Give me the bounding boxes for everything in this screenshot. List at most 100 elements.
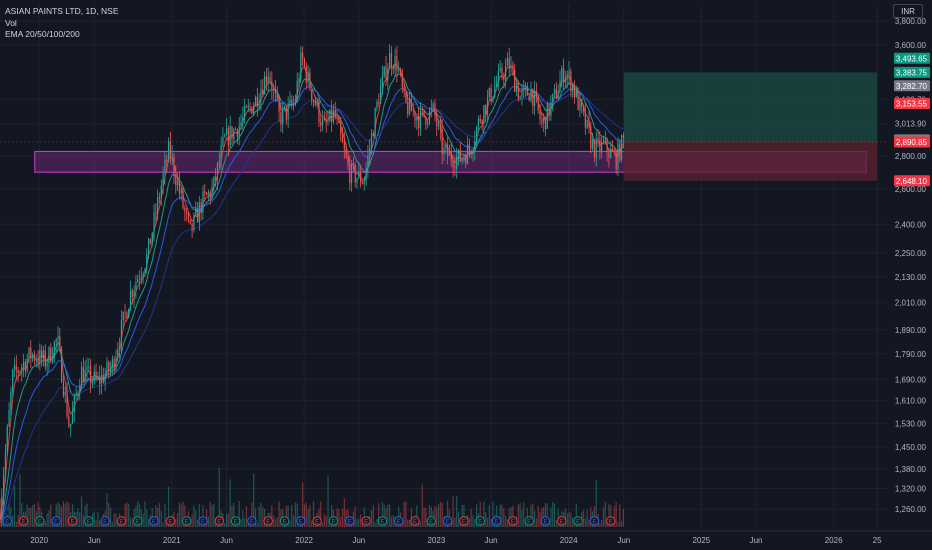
candle-body	[323, 118, 325, 121]
candle-body	[497, 70, 499, 83]
candle-body	[367, 154, 369, 168]
candle-body	[499, 67, 501, 71]
candle-body	[468, 144, 470, 151]
event-marker	[116, 516, 127, 526]
volume-bar	[340, 517, 342, 527]
candle-body	[245, 106, 248, 108]
volume-bar	[80, 496, 83, 527]
volume-bar	[604, 501, 606, 527]
price-tick-label: 1,610.00	[895, 397, 927, 406]
candle-body	[8, 409, 10, 427]
candle-body	[260, 89, 262, 102]
time-tick-label: 2025	[692, 536, 710, 545]
candle-body	[490, 87, 492, 102]
candle-body	[347, 156, 349, 166]
ema-legend[interactable]: EMA 20/50/100/200	[5, 29, 80, 39]
candle-body	[222, 136, 224, 146]
candle-body	[581, 99, 583, 107]
candle-body	[175, 175, 177, 186]
candle-body	[282, 108, 284, 125]
volume-bar	[381, 501, 383, 527]
volume-legend[interactable]: Vol	[5, 17, 17, 28]
price-tick-label: 1,530.00	[895, 419, 927, 428]
volume-bar	[178, 502, 181, 527]
volume-bar	[133, 508, 135, 527]
volume-bar	[421, 484, 423, 527]
volume-bar	[619, 504, 621, 527]
candle-body	[178, 181, 181, 194]
event-marker-label: E	[152, 520, 156, 526]
candle-body	[166, 160, 168, 162]
long-position-tool[interactable]	[0, 72, 888, 181]
time-axis[interactable]: 2020 Jun 2021 Jun 2022 Jun 2023 Jun 2024 Jun 2025 J…	[0, 530, 932, 545]
candle-body	[365, 167, 367, 182]
candle-body	[327, 121, 329, 123]
event-marker	[100, 516, 110, 526]
candle-body	[358, 171, 360, 179]
volume-bar	[428, 505, 431, 527]
candle-body	[613, 151, 615, 153]
volume-bar	[15, 521, 17, 527]
candle-body	[138, 279, 141, 280]
candle-body	[428, 109, 431, 123]
event-marker-label: E	[38, 520, 42, 526]
event-marker	[279, 516, 290, 526]
candle-body	[82, 367, 84, 382]
candle-body	[389, 52, 391, 69]
time-tick-label: Jun	[485, 536, 498, 545]
candle-body	[171, 155, 173, 157]
volume-bar	[370, 510, 373, 527]
candle-body	[117, 349, 119, 358]
volume-bar	[302, 482, 304, 527]
volume-bar	[590, 507, 592, 527]
candle-body	[167, 141, 170, 162]
event-marker-label: E	[511, 520, 515, 526]
candle-body	[32, 354, 34, 358]
price-axis[interactable]: 3,800.003,600.003,183.703,013.902,800.00…	[894, 17, 930, 514]
candle-body	[534, 90, 536, 106]
volume-bar	[341, 508, 344, 527]
candle-body	[48, 347, 50, 363]
candle-body	[437, 124, 440, 127]
volume-bar	[523, 502, 525, 527]
candle-body	[340, 122, 342, 135]
currency-button[interactable]: INR	[893, 4, 923, 18]
event-marker	[524, 516, 534, 526]
candle-body	[133, 290, 135, 297]
candle-body	[546, 103, 548, 130]
candle-body	[443, 148, 445, 154]
candle-body	[385, 66, 387, 81]
candle-body	[258, 101, 260, 107]
price-label-box	[894, 66, 930, 78]
symbol-title[interactable]: ASIAN PAINTS LTD, 1D, NSE	[5, 6, 119, 16]
volume-bar	[155, 504, 157, 527]
candle-body	[376, 101, 378, 109]
volume-bar	[383, 504, 385, 527]
volume-bar	[46, 513, 48, 527]
volume-bar	[193, 505, 195, 527]
volume-bar	[512, 505, 514, 527]
volume-bar	[271, 505, 273, 527]
event-marker-label: E	[331, 520, 335, 526]
candle-body	[274, 88, 277, 94]
event-marker	[491, 516, 502, 526]
volume-bar	[325, 516, 327, 527]
volume-bar	[44, 521, 46, 527]
volume-bar	[503, 508, 505, 527]
volume-bar	[486, 517, 489, 527]
volume-bar	[224, 522, 226, 527]
volume-bar	[111, 521, 113, 527]
candle-body	[182, 190, 184, 208]
price-tick-label: 1,320.00	[895, 485, 927, 494]
volume-bar	[416, 505, 418, 527]
event-marker-label: E	[136, 520, 140, 526]
price-label-box	[894, 98, 930, 110]
volume-bar	[468, 518, 470, 527]
event-marker	[393, 516, 404, 526]
candle-body	[466, 144, 469, 164]
candle-body	[196, 208, 199, 223]
volume-bar	[211, 504, 213, 527]
volume-bar	[260, 502, 262, 527]
candle-body	[198, 202, 200, 223]
